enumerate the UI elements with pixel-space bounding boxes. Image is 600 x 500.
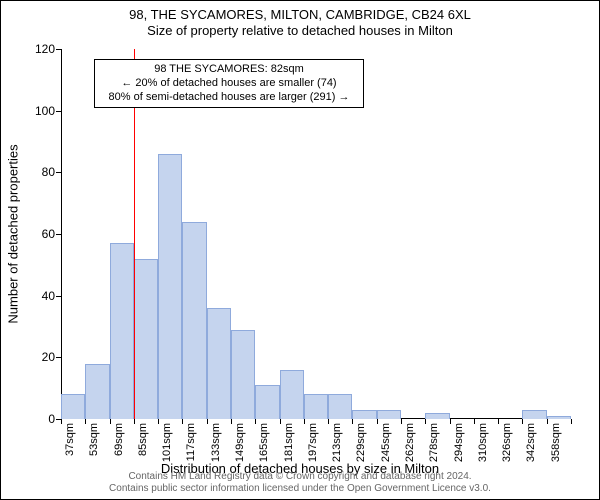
x-tick-label: 213sqm <box>331 423 343 462</box>
footer-attribution: Contains HM Land Registry data © Crown c… <box>1 471 599 495</box>
x-tick-mark <box>85 419 86 424</box>
x-tick-label: 165sqm <box>258 423 270 462</box>
x-tick-mark <box>522 419 523 424</box>
histogram-bar <box>377 410 401 419</box>
x-tick-label: 85sqm <box>137 423 149 456</box>
histogram-bar <box>207 308 231 419</box>
x-tick-mark <box>134 419 135 424</box>
y-axis-label: Number of detached properties <box>6 144 21 323</box>
histogram-bar <box>134 259 158 419</box>
histogram-bar <box>304 394 328 419</box>
x-tick-mark <box>61 419 62 424</box>
x-tick-label: 229sqm <box>355 423 367 462</box>
footer-line2: Contains public sector information licen… <box>1 483 599 495</box>
x-tick-label: 342sqm <box>525 423 537 462</box>
x-tick-label: 181sqm <box>283 423 295 462</box>
chart-container: 98, THE SYCAMORES, MILTON, CAMBRIDGE, CB… <box>0 0 600 500</box>
x-tick-mark <box>304 419 305 424</box>
histogram-bar <box>328 394 352 419</box>
chart-title-line2: Size of property relative to detached ho… <box>1 23 599 39</box>
x-tick-mark <box>158 419 159 424</box>
histogram-bar <box>231 330 255 419</box>
x-tick-label: 53sqm <box>88 423 100 456</box>
x-tick-label: 278sqm <box>428 423 440 462</box>
histogram-bar <box>547 416 571 419</box>
histogram-bar <box>352 410 376 419</box>
histogram-bar <box>280 370 304 419</box>
histogram-bar <box>110 243 134 419</box>
x-tick-mark <box>547 419 548 424</box>
histogram-bar <box>158 154 182 419</box>
x-tick-label: 310sqm <box>477 423 489 462</box>
annotation-line3: 80% of semi-detached houses are larger (… <box>101 91 357 105</box>
x-tick-label: 117sqm <box>185 423 197 461</box>
histogram-bar <box>425 413 449 419</box>
x-tick-label: 358sqm <box>550 423 562 462</box>
annotation-line2: ← 20% of detached houses are smaller (74… <box>101 77 357 91</box>
y-axis-line <box>61 49 62 419</box>
x-tick-mark <box>352 419 353 424</box>
x-tick-label: 69sqm <box>113 423 125 456</box>
x-tick-mark <box>182 419 183 424</box>
x-tick-mark <box>401 419 402 424</box>
x-tick-mark <box>110 419 111 424</box>
x-tick-label: 294sqm <box>453 423 465 462</box>
x-tick-mark <box>498 419 499 424</box>
x-tick-label: 37sqm <box>64 423 76 456</box>
x-tick-mark <box>207 419 208 424</box>
chart-title-block: 98, THE SYCAMORES, MILTON, CAMBRIDGE, CB… <box>1 7 599 40</box>
x-tick-label: 101sqm <box>161 423 173 462</box>
annotation-line1: 98 THE SYCAMORES: 82sqm <box>101 63 357 77</box>
x-tick-label: 149sqm <box>234 423 246 462</box>
annotation-box: 98 THE SYCAMORES: 82sqm ← 20% of detache… <box>94 59 364 108</box>
x-tick-label: 326sqm <box>501 423 513 462</box>
x-tick-label: 245sqm <box>380 423 392 462</box>
histogram-bar <box>182 222 206 419</box>
x-tick-mark <box>255 419 256 424</box>
x-tick-mark <box>450 419 451 424</box>
chart-title-line1: 98, THE SYCAMORES, MILTON, CAMBRIDGE, CB… <box>1 7 599 23</box>
x-tick-mark <box>328 419 329 424</box>
footer-line1: Contains HM Land Registry data © Crown c… <box>1 471 599 483</box>
x-tick-label: 197sqm <box>307 423 319 462</box>
x-tick-mark <box>231 419 232 424</box>
histogram-bar <box>85 364 109 420</box>
x-tick-label: 262sqm <box>404 423 416 462</box>
histogram-bar <box>522 410 546 419</box>
histogram-bar <box>61 394 85 419</box>
x-tick-mark <box>425 419 426 424</box>
x-tick-mark <box>377 419 378 424</box>
x-tick-label: 133sqm <box>210 423 222 462</box>
x-tick-mark <box>280 419 281 424</box>
histogram-bar <box>255 385 279 419</box>
x-tick-mark <box>474 419 475 424</box>
x-tick-mark <box>571 419 572 424</box>
